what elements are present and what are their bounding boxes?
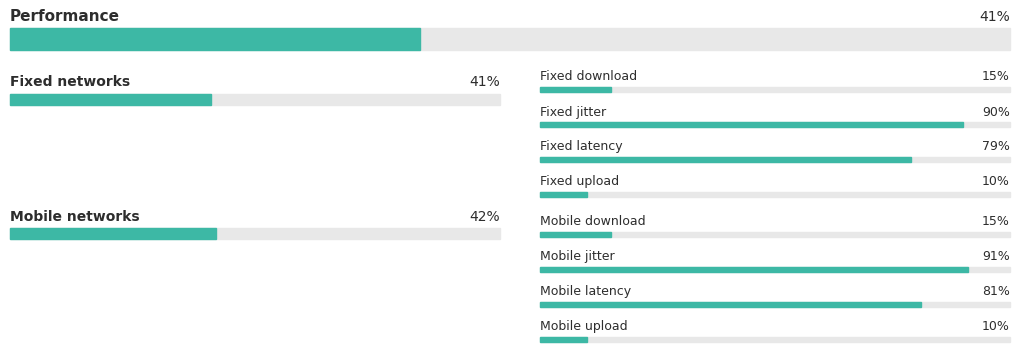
Text: Mobile jitter: Mobile jitter — [540, 250, 614, 263]
Text: Fixed latency: Fixed latency — [540, 140, 623, 153]
Bar — [540, 87, 1010, 92]
Bar — [540, 122, 1010, 127]
Bar — [540, 267, 968, 272]
Bar — [540, 157, 911, 162]
Text: Mobile upload: Mobile upload — [540, 320, 628, 333]
Bar — [540, 192, 1010, 197]
Bar — [540, 87, 610, 92]
Text: 79%: 79% — [982, 140, 1010, 153]
Text: 41%: 41% — [469, 75, 500, 89]
Bar — [540, 192, 587, 197]
Text: Mobile download: Mobile download — [540, 215, 645, 228]
Bar — [10, 28, 420, 50]
Bar — [10, 228, 216, 239]
Text: Mobile networks: Mobile networks — [10, 210, 139, 224]
Text: Fixed upload: Fixed upload — [540, 175, 620, 188]
Text: 81%: 81% — [982, 285, 1010, 298]
Bar — [540, 232, 610, 237]
Text: 15%: 15% — [982, 70, 1010, 83]
Text: Performance: Performance — [10, 9, 120, 24]
Bar — [10, 228, 500, 239]
Text: 10%: 10% — [982, 320, 1010, 333]
Bar — [540, 337, 1010, 342]
Bar — [10, 94, 211, 105]
Text: 91%: 91% — [982, 250, 1010, 263]
Bar — [540, 267, 1010, 272]
Bar — [540, 302, 921, 307]
Bar — [10, 28, 1010, 50]
Text: 10%: 10% — [982, 175, 1010, 188]
Text: 41%: 41% — [979, 10, 1010, 24]
Text: Mobile latency: Mobile latency — [540, 285, 631, 298]
Text: Fixed jitter: Fixed jitter — [540, 106, 606, 119]
Text: Fixed download: Fixed download — [540, 70, 637, 83]
Text: 42%: 42% — [469, 210, 500, 224]
Bar — [540, 337, 587, 342]
Bar — [540, 157, 1010, 162]
Text: 90%: 90% — [982, 106, 1010, 119]
Text: Fixed networks: Fixed networks — [10, 75, 130, 89]
Text: 15%: 15% — [982, 215, 1010, 228]
Bar — [540, 232, 1010, 237]
Bar — [10, 94, 500, 105]
Bar — [540, 302, 1010, 307]
Bar — [540, 122, 963, 127]
